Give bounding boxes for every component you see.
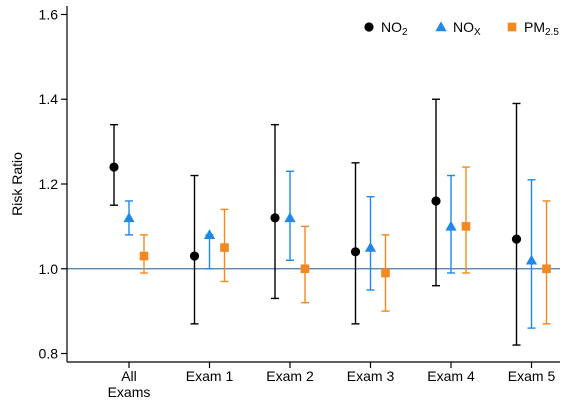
legend-label-subscript: X [474,27,481,38]
y-tick-label-4: 1.6 [39,6,59,22]
data-point [109,162,119,172]
data-point [139,251,149,261]
data-point [445,220,457,231]
data-point [431,196,441,206]
data-point [300,264,310,274]
legend: NO2 NOX PM2.5 [364,19,559,38]
x-tick-label-4: Exam 4 [427,368,475,384]
data-point [284,212,296,223]
data-point [350,247,361,257]
x-tick-label-line: Exam 4 [427,368,475,384]
y-axis-title: Risk Ratio [9,152,25,216]
legend-label-subscript: 2 [402,27,408,38]
legend-marker [507,22,517,32]
legend-item-2: PM2.5 [507,19,559,38]
data-point [364,241,377,252]
legend-label: NO2 [381,19,408,38]
data-point [511,234,522,244]
x-tick-label-2: Exam 2 [266,368,314,384]
series-2 [139,166,551,325]
data-point [270,213,280,223]
legend-label-main: NO [381,19,402,35]
data-point [525,254,538,265]
data-point [203,229,216,240]
legend-item-1: NOX [435,19,481,38]
data-point [461,222,471,231]
data-point [123,212,135,223]
legend-label-main: PM [524,19,545,35]
series-0 [109,98,522,346]
legend-marker [364,22,374,32]
y-tick-label-2: 1.2 [39,176,59,192]
legend-label-subscript: 2.5 [545,27,559,38]
x-tick-label-line: Exam 3 [347,368,395,384]
y-tick-label-0: 0.8 [39,346,59,362]
data-point [220,243,229,252]
x-tick-label-0: All Exams [108,368,151,400]
legend-item-0: NO2 [364,19,408,38]
legend-marker [435,21,447,32]
x-tick-label-3: Exam 3 [347,368,395,384]
y-tick-label-1: 1.0 [39,261,59,277]
legend-label: NOX [453,19,481,38]
data-point [381,268,390,278]
plot-layer: 0.8 1.0 1.2 1.4 1.6 Risk Ratio All Exams Exam 1 E… [9,6,560,400]
x-tick-label-line: Exam 1 [186,368,234,384]
legend-label: PM2.5 [524,19,559,38]
x-tick-label-line: All [121,368,137,384]
x-tick-label-line: Exam 2 [266,368,314,384]
data-point [189,251,200,261]
x-tick-label-5: Exam 5 [508,368,556,384]
x-tick-label-1: Exam 1 [186,368,234,384]
data-point [542,264,551,274]
x-tick-label-line: Exams [108,384,151,400]
x-tick-label-line: Exam 5 [508,368,556,384]
series-1 [123,170,538,329]
legend-label-main: NO [453,19,474,35]
y-tick-label-3: 1.4 [39,91,59,107]
